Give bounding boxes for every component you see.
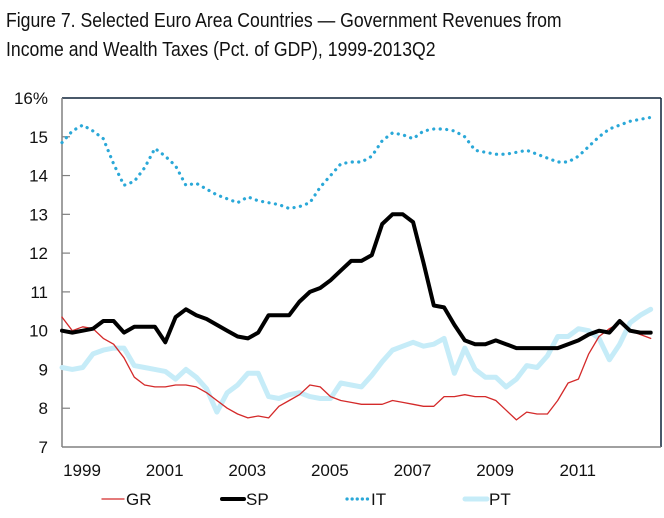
y-tick-label: 8: [39, 399, 48, 418]
series-line-pt: [59, 306, 654, 415]
legend-item-gr: GR: [101, 490, 152, 509]
x-tick-label: 2005: [311, 461, 349, 480]
series-line-it: [60, 115, 653, 211]
series-line-sp: [60, 212, 653, 351]
series-lines: [59, 115, 654, 421]
y-tick-label: 7: [39, 438, 48, 457]
axes: [61, 97, 662, 448]
x-tick-label: 2007: [394, 461, 432, 480]
x-tick-label: 2011: [559, 461, 596, 480]
y-tick-label: 11: [30, 283, 48, 302]
y-tick-label: 9: [39, 360, 48, 379]
x-tick-label: 2003: [228, 461, 266, 480]
legend-item-pt: PT: [462, 490, 511, 509]
x-tick-label: 1999: [63, 461, 101, 480]
y-axis-ticks: 7 8 9 10 11 12 13 14 15 16%: [14, 89, 70, 457]
series-line-gr: [61, 316, 652, 421]
y-tick-label: 15: [29, 128, 48, 147]
chart-title-line-2: Income and Wealth Taxes (Pct. of GDP), 1…: [6, 38, 436, 61]
legend-label: GR: [126, 490, 152, 509]
y-tick-label: 14: [29, 167, 48, 186]
y-tick-label: 16%: [14, 89, 48, 108]
x-tick-label: 2001: [146, 461, 184, 480]
chart-title-line-1: Figure 7. Selected Euro Area Countries —…: [6, 9, 562, 32]
legend-label: IT: [371, 490, 386, 509]
legend-label: SP: [246, 490, 269, 509]
x-tick-label: 2009: [476, 461, 514, 480]
legend-label: PT: [489, 490, 511, 509]
legend: GR SP IT PT: [101, 490, 511, 509]
x-axis-ticks: 1999 2001 2003 2005 2007 2009 2011: [63, 461, 596, 480]
legend-item-sp: SP: [220, 490, 269, 509]
y-tick-label: 13: [29, 205, 48, 224]
y-tick-label: 10: [29, 322, 48, 341]
chart-title: Figure 7. Selected Euro Area Countries —…: [6, 6, 570, 64]
legend-item-it: IT: [345, 490, 386, 509]
y-tick-label: 12: [29, 244, 48, 263]
